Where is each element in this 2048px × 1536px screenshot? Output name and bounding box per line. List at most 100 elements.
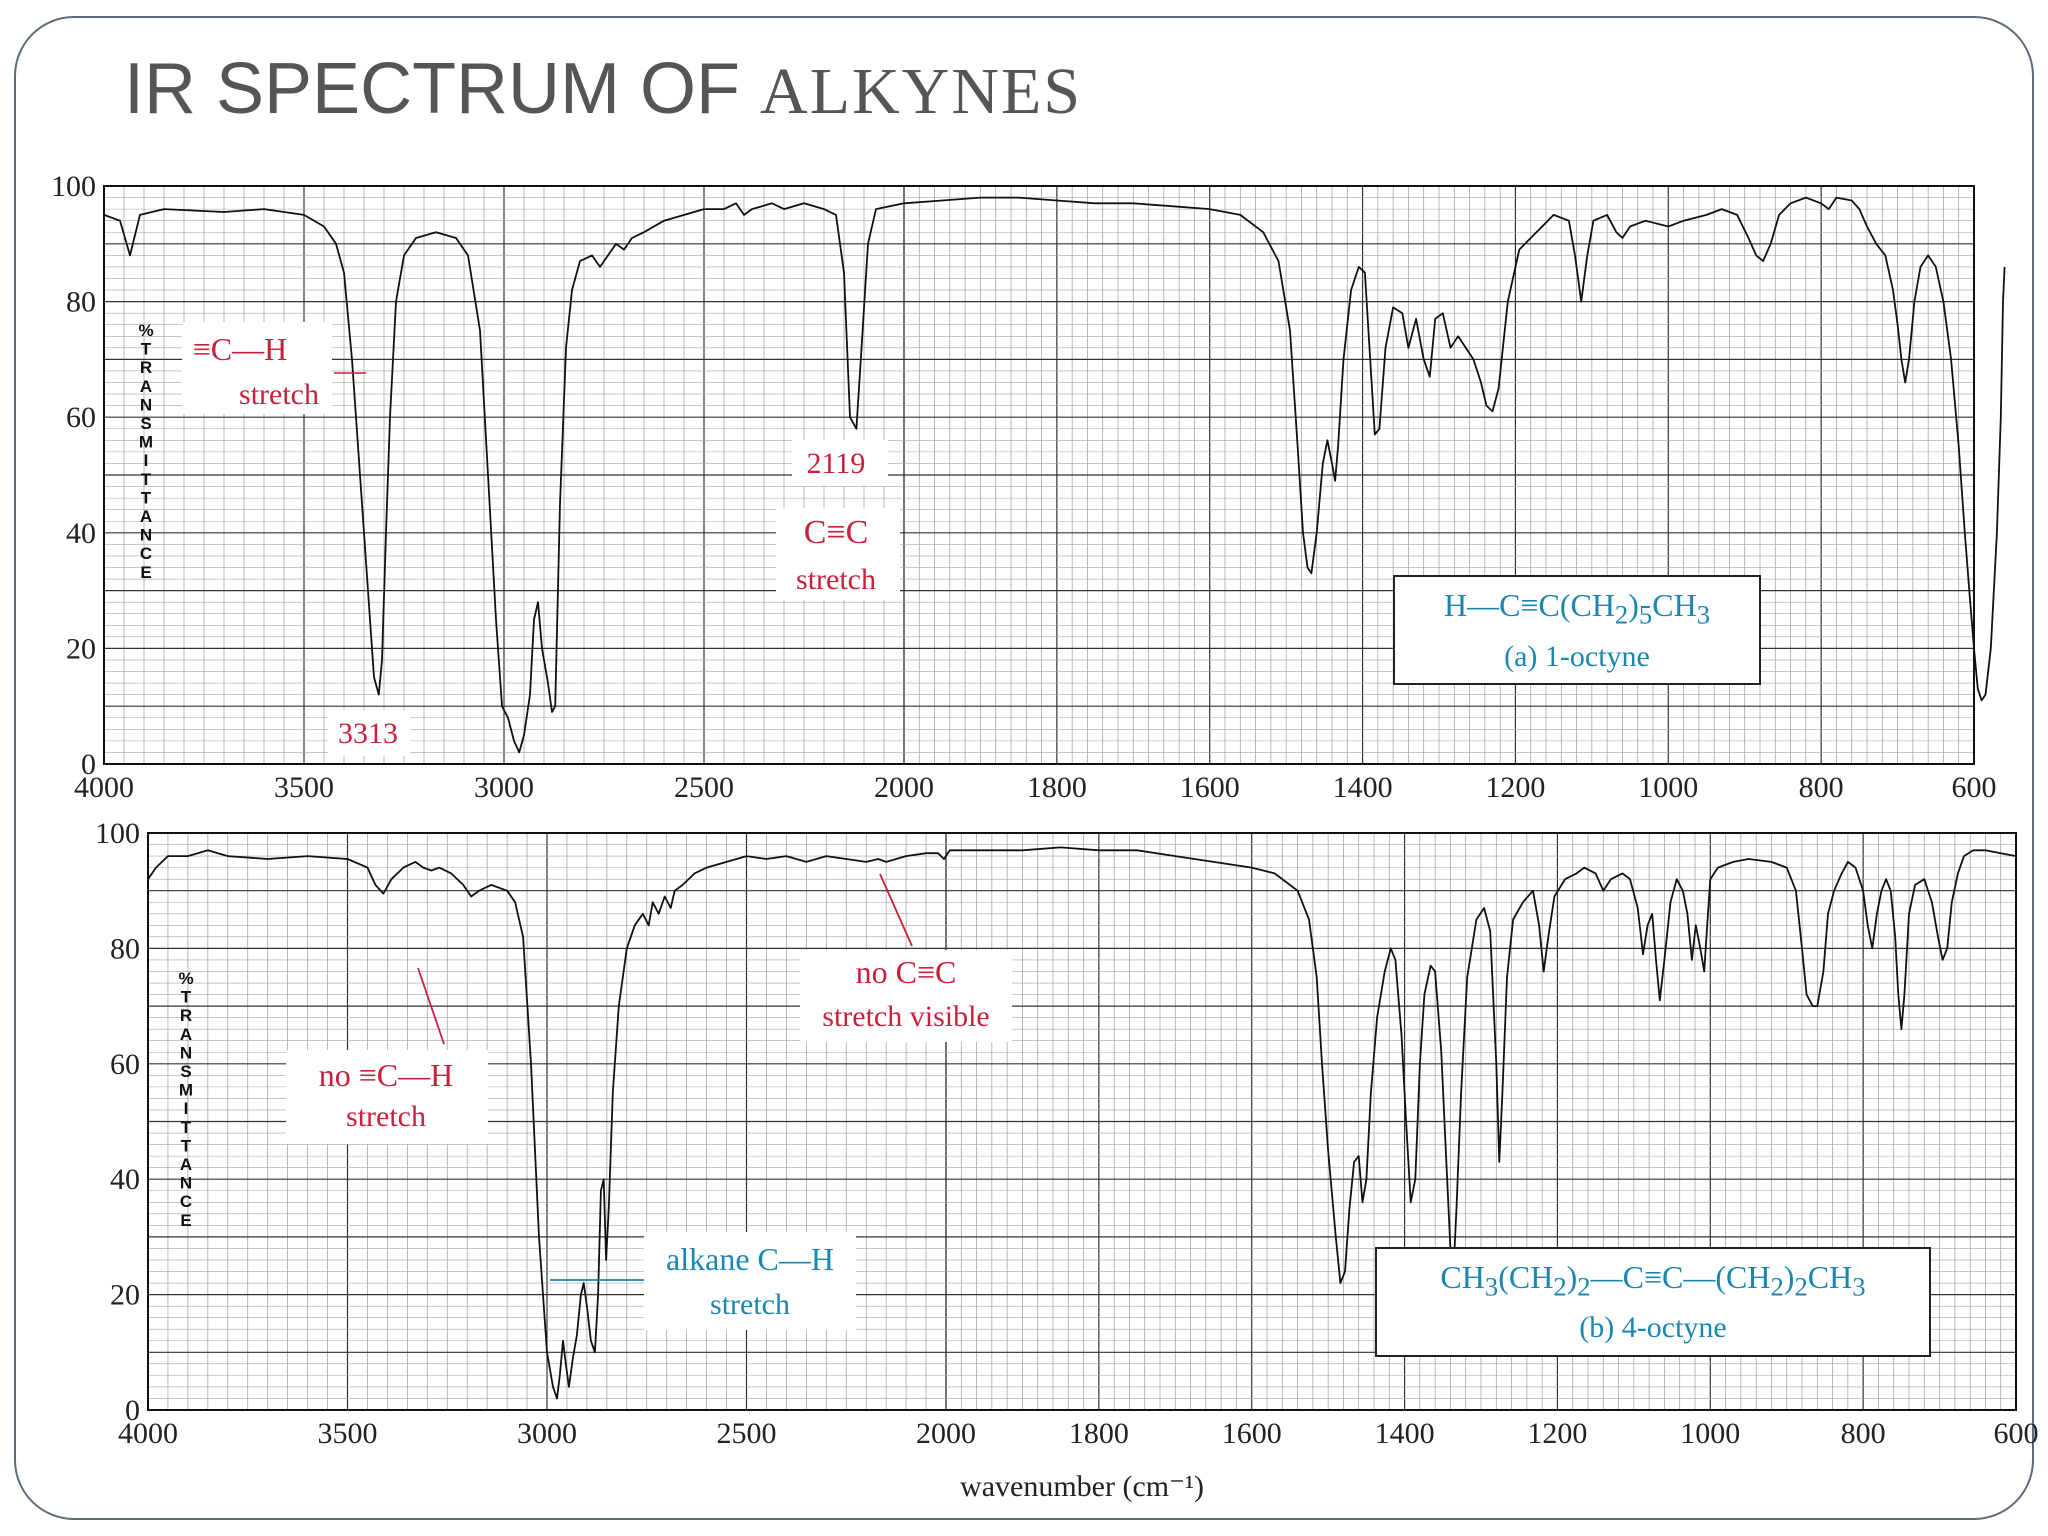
y-axis-label-char: E <box>140 563 151 582</box>
peak-3313-label: 3313 <box>338 717 398 750</box>
y-axis-label-char: T <box>141 488 152 507</box>
y-axis-label-char: S <box>140 414 151 433</box>
title-part2: ALKYNES <box>760 55 1083 128</box>
no-cc-label-line2: stretch visible <box>822 1000 989 1033</box>
y-axis-label-char: T <box>181 1118 192 1137</box>
x-axis-title: wavenumber (cm⁻¹) <box>960 1470 1204 1503</box>
x-tick-label: 1800 <box>1027 771 1087 804</box>
ch-stretch-label-bg <box>182 322 332 414</box>
y-tick-label: 100 <box>95 817 140 850</box>
y-axis-label-char: T <box>181 1136 192 1155</box>
no-cc-pointer <box>879 873 913 947</box>
y-axis-label-char: E <box>180 1211 191 1230</box>
y-axis-label-char: N <box>140 526 152 545</box>
y-axis-label-char: % <box>178 969 193 988</box>
compound-name-1: (a) 1-octyne <box>1504 640 1650 673</box>
y-tick-label: 40 <box>110 1163 140 1196</box>
title-part1: IR SPECTRUM OF <box>124 49 741 129</box>
chart-1-octyne: 0 20 40 60 80 100 4000 3500 3000 2500 2000 1800 1600… <box>51 170 2006 804</box>
x-tick-label: 1200 <box>1527 1417 1587 1450</box>
no-ch-label-line1: no ≡C—H <box>319 1057 454 1093</box>
x-tick-label: 3500 <box>274 771 334 804</box>
x-tick-label: 1800 <box>1069 1417 1129 1450</box>
no-ch-label-line2: stretch <box>346 1100 426 1133</box>
no-cc-label-bg <box>800 950 1012 1042</box>
formula-2: CH3(CH2)2—C≡C—(CH2)2CH3 <box>1440 1259 1866 1302</box>
x-tick-label: 1000 <box>1680 1417 1740 1450</box>
x-tick-label: 1600 <box>1180 771 1240 804</box>
x-tick-label: 1400 <box>1333 771 1393 804</box>
y-axis-label-char: M <box>179 1081 193 1100</box>
x-tick-label: 800 <box>1799 771 1844 804</box>
x-tick-label: 4000 <box>118 1417 178 1450</box>
cc-stretch-label-bg <box>776 508 900 600</box>
x-tick-label: 1000 <box>1638 771 1698 804</box>
x-tick-label: 3000 <box>474 771 534 804</box>
x-tick-label: 1200 <box>1485 771 1545 804</box>
x-tick-label: 4000 <box>74 771 134 804</box>
peak-3313-label-bg <box>328 710 410 756</box>
formula-1-text: H—C≡C(CH2)5CH3 <box>1443 587 1711 630</box>
y-axis-label-char: N <box>180 1174 192 1193</box>
y-tick-label: 60 <box>110 1048 140 1081</box>
spectrum-line-1-octyne <box>103 196 2006 754</box>
y-axis-label-char: I <box>184 1099 189 1118</box>
ch-stretch-label-line2: stretch <box>239 378 319 411</box>
y-tick-label: 20 <box>110 1279 140 1312</box>
y-axis-label-char: C <box>180 1192 192 1211</box>
x-tick-label: 2000 <box>916 1417 976 1450</box>
y-axis-label-char: A <box>180 1155 192 1174</box>
y-axis-label-char: R <box>140 358 152 377</box>
plot-frame <box>103 185 1975 765</box>
y-axis-label-char: N <box>140 395 152 414</box>
x-tick-label: 3500 <box>318 1417 378 1450</box>
spectrum-line-4-octyne <box>147 846 2017 1400</box>
y-axis-label-char: T <box>181 988 192 1007</box>
no-cc-label-line1: no C≡C <box>856 954 957 990</box>
plot-frame <box>147 832 2017 1411</box>
y-axis-label-char: M <box>139 433 153 452</box>
alkane-ch-label-line2: stretch <box>710 1288 790 1321</box>
compound-name-2: (b) 4-octyne <box>1579 1311 1726 1344</box>
formula-box-1 <box>1393 575 1761 685</box>
y-tick-label: 80 <box>110 932 140 965</box>
x-tick-label: 3000 <box>517 1417 577 1450</box>
alkane-ch-label-bg <box>644 1232 856 1330</box>
y-axis-label-char: % <box>138 321 153 340</box>
y-axis-label-char: N <box>180 1043 192 1062</box>
x-tick-label: 2500 <box>717 1417 777 1450</box>
x-tick-label: 2500 <box>674 771 734 804</box>
x-tick-label: 1400 <box>1375 1417 1435 1450</box>
y-axis-label-char: S <box>180 1062 191 1081</box>
y-axis-label-char: R <box>180 1006 192 1025</box>
y-tick-label: 0 <box>125 1394 140 1427</box>
x-tick-label: 800 <box>1841 1417 1886 1450</box>
chart-4-octyne: 0 20 40 60 80 100 4000 3500 3000 2500 2000 1800 1600… <box>95 817 2039 1503</box>
y-tick-label: 20 <box>66 632 96 665</box>
slide-title: IR SPECTRUM OF ALKYNES <box>124 48 1082 130</box>
x-tick-label: 600 <box>1994 1417 2039 1450</box>
y-axis-label-char: T <box>141 340 152 359</box>
formula-box-2 <box>1375 1247 1931 1357</box>
y-tick-label: 40 <box>66 517 96 550</box>
formula-1: H—C≡C(CH2)5CH3 <box>1443 587 1711 630</box>
alkane-ch-label-line1: alkane C—H <box>666 1241 834 1277</box>
y-tick-label: 80 <box>66 286 96 319</box>
peak-2119-label-bg <box>792 440 888 486</box>
x-tick-label: 1600 <box>1222 1417 1282 1450</box>
y-axis-label-char: A <box>180 1025 192 1044</box>
ch-stretch-label-line1: ≡C—H <box>193 331 288 367</box>
cc-stretch-label-line1: C≡C <box>804 514 869 551</box>
no-ch-label-bg <box>286 1050 488 1144</box>
y-tick-label: 100 <box>51 170 96 203</box>
no-ch-pointer <box>417 967 445 1045</box>
y-axis-label-char: A <box>140 377 152 396</box>
y-axis-label-char: T <box>141 470 152 489</box>
x-tick-label: 2000 <box>874 771 934 804</box>
formula-2-text: CH3(CH2)2—C≡C—(CH2)2CH3 <box>1440 1259 1866 1302</box>
x-tick-label: 600 <box>1952 771 1997 804</box>
y-tick-label: 0 <box>81 748 96 781</box>
